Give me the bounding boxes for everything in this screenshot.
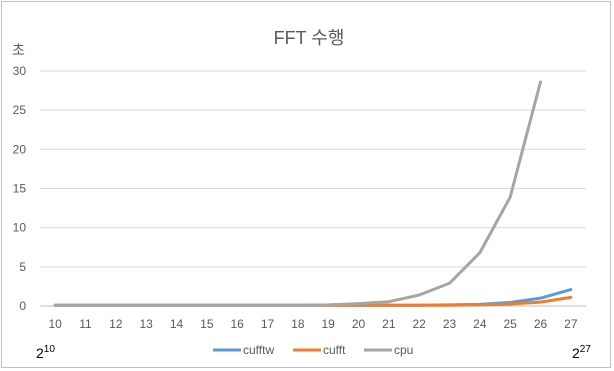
x-tick-labels: 10 11 12 13 14 15 16 17 18 19 20 21 22 23 24 25 26 27 [48,317,577,331]
legend-label-cpu: cpu [394,343,413,357]
x-tick-label: 23 [443,317,457,331]
corner-label-left: 210 [36,344,55,361]
y-axis-label: 초 [12,42,25,58]
x-tick-label: 12 [109,317,123,331]
x-tick-label: 27 [564,317,578,331]
corner-label-left-exponent: 10 [44,344,56,355]
x-tick-label: 22 [412,317,426,331]
x-tick-label: 26 [534,317,548,331]
series-line-cpu [53,80,542,307]
legend: cufftw cufft cpu [213,343,413,357]
x-tick-label: 19 [321,317,335,331]
y-tick-labels: 0 5 10 15 20 25 30 [13,64,27,313]
gridlines [40,70,586,307]
x-tick-label: 13 [139,317,153,331]
x-tick-label: 20 [352,317,366,331]
x-tick-label: 11 [79,317,92,331]
x-tick-label: 24 [473,317,487,331]
x-tick-label: 18 [291,317,305,331]
corner-label-right: 227 [572,344,591,361]
legend-label-cufft: cufft [323,343,346,357]
x-tick-label: 10 [48,317,62,331]
chart-title: FFT 수행 [274,28,345,48]
legend-label-cufftw: cufftw [243,343,274,357]
y-tick-label: 10 [13,221,27,235]
y-tick-label: 30 [13,64,27,78]
corner-label-right-exponent: 27 [580,344,592,355]
x-tick-label: 14 [170,317,184,331]
y-tick-label: 15 [13,182,27,196]
x-tick-label: 17 [261,317,275,331]
y-tick-label: 20 [13,142,27,156]
x-tick-label: 25 [503,317,517,331]
y-tick-label: 0 [19,299,26,313]
y-tick-label: 5 [19,260,26,274]
x-tick-label: 21 [382,317,396,331]
series-line-cufftw [53,288,573,307]
x-tick-label: 15 [200,317,214,331]
y-tick-label: 25 [13,103,27,117]
x-tick-label: 16 [230,317,244,331]
series-lines [53,80,573,307]
